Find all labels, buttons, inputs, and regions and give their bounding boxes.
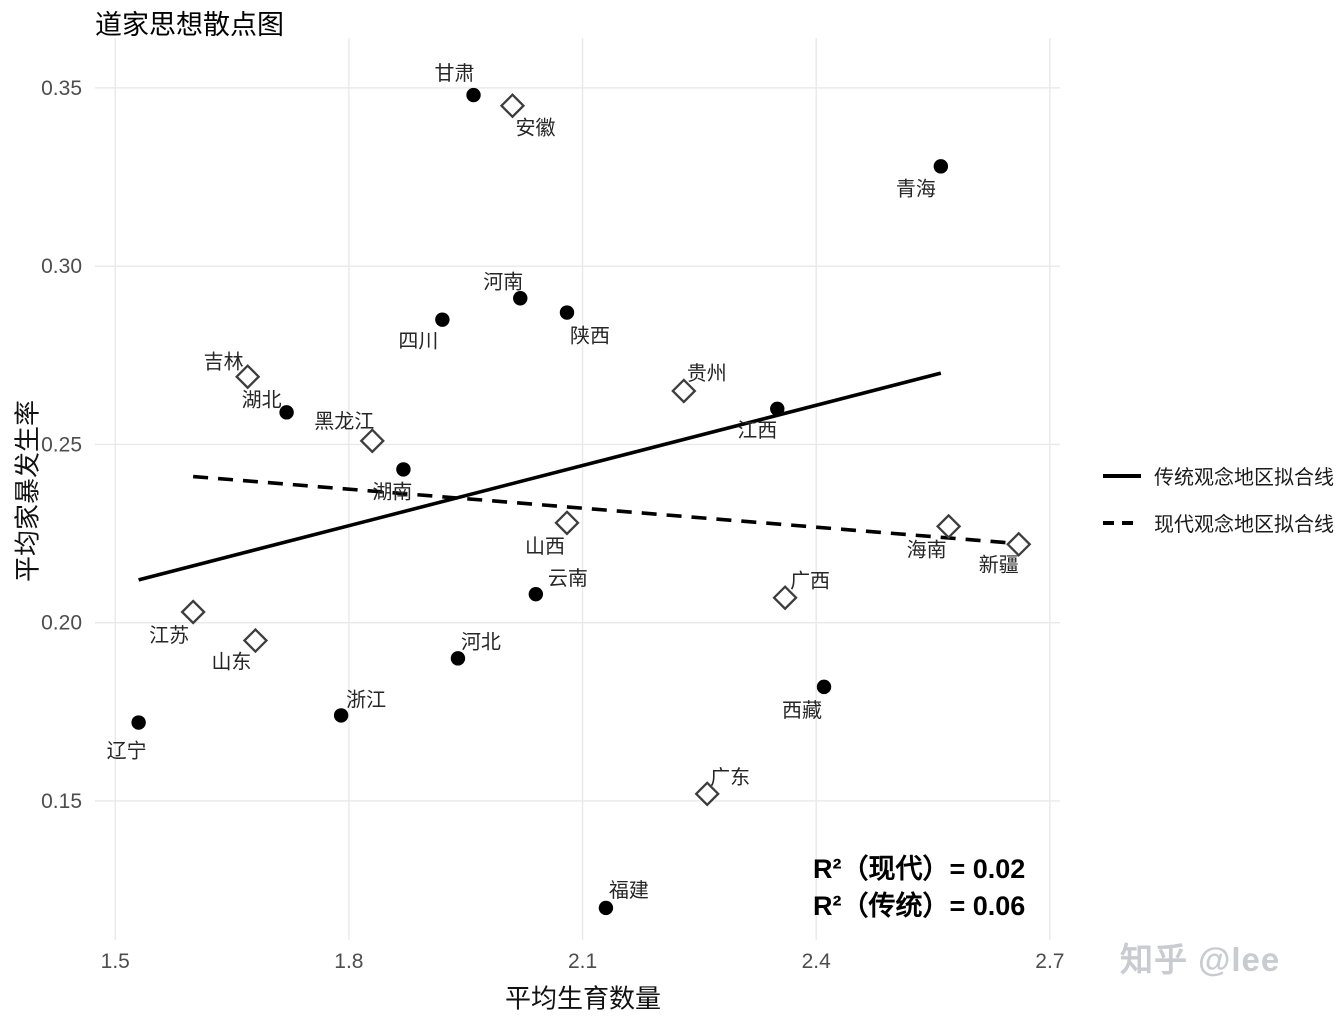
data-point-diamond <box>242 627 269 654</box>
y-tick-label: 0.25 <box>41 433 82 456</box>
point-label: 辽宁 <box>107 740 147 763</box>
point-label: 海南 <box>907 538 947 561</box>
page-title: 道家思想散点图 <box>95 10 284 40</box>
x-tick-label: 2.7 <box>1035 950 1064 973</box>
point-label: 黑龙江 <box>314 410 374 433</box>
point-label: 四川 <box>398 331 438 353</box>
data-point-diamond <box>554 510 580 536</box>
legend-item-modern: 现代观念地区拟合线 <box>1103 508 1334 537</box>
legend: 传统观念地区拟合线 现代观念地区拟合线 <box>1103 461 1334 555</box>
point-label: 吉林 <box>204 351 244 374</box>
point-label: 青海 <box>896 177 936 200</box>
legend-label-modern: 现代观念地区拟合线 <box>1154 514 1334 536</box>
data-point-circle <box>816 679 832 695</box>
data-point-diamond <box>772 585 798 611</box>
data-point-circle <box>450 651 466 666</box>
data-point-circle <box>513 291 528 306</box>
r2-modern-text: R²（现代）= 0.02 <box>813 854 1026 884</box>
point-label: 甘肃 <box>435 62 475 85</box>
y-tick-label: 0.15 <box>41 790 82 813</box>
point-label: 西藏 <box>782 699 822 722</box>
legend-label-traditional: 传统观念地区拟合线 <box>1154 467 1334 489</box>
point-label: 湖南 <box>372 480 412 503</box>
point-label: 安徽 <box>515 117 555 140</box>
x-tick-label: 1.8 <box>334 950 363 973</box>
point-label: 山东 <box>211 651 251 674</box>
y-tick-label: 0.35 <box>41 77 82 100</box>
point-label: 浙江 <box>346 688 386 711</box>
data-point-diamond <box>671 378 697 404</box>
data-point-circle <box>559 305 575 320</box>
x-axis-title: 平均生育数量 <box>504 984 662 1014</box>
point-label: 湖北 <box>242 388 282 411</box>
point-label: 广西 <box>790 570 830 593</box>
point-label: 江苏 <box>149 624 189 647</box>
data-point-circle <box>598 900 614 916</box>
data-point-circle <box>279 405 294 420</box>
x-tick-label: 2.4 <box>802 950 832 973</box>
r2-traditional-text: R²（传统）= 0.06 <box>813 891 1026 921</box>
data-point-circle <box>933 159 949 174</box>
y-axis-title: 平均家暴发生率 <box>13 399 43 583</box>
data-point-diamond <box>935 513 962 540</box>
point-label: 福建 <box>609 879 649 902</box>
solid-line-icon <box>1103 473 1141 478</box>
x-tick-label: 2.1 <box>568 950 597 973</box>
data-point-circle <box>770 401 785 416</box>
data-point-diamond <box>499 93 526 119</box>
data-point-circle <box>333 708 349 723</box>
legend-item-traditional: 传统观念地区拟合线 <box>1103 461 1334 490</box>
data-point-circle <box>131 715 146 730</box>
point-label: 江西 <box>737 419 777 442</box>
data-point-circle <box>435 312 450 327</box>
data-point-diamond <box>1006 531 1032 557</box>
point-label: 陕西 <box>570 325 610 348</box>
data-point-circle <box>528 586 544 602</box>
y-tick-label: 0.30 <box>41 255 82 278</box>
point-label: 云南 <box>548 567 588 590</box>
point-label: 河北 <box>461 630 501 653</box>
data-point-diamond <box>694 781 720 807</box>
data-point-circle <box>396 462 411 477</box>
data-point-diamond <box>180 599 206 625</box>
point-label: 山西 <box>525 535 565 558</box>
point-label: 河南 <box>483 270 523 293</box>
y-tick-label: 0.20 <box>41 612 82 635</box>
point-label: 广东 <box>710 766 750 789</box>
data-point-diamond <box>235 364 261 390</box>
point-label: 贵州 <box>687 362 727 385</box>
fit-line-solid <box>138 371 942 582</box>
data-point-diamond <box>359 428 385 454</box>
fit-line-dashed <box>192 474 1027 547</box>
dashed-line-icon <box>1103 520 1141 525</box>
data-point-circle <box>466 87 481 103</box>
point-label: 新疆 <box>979 553 1019 576</box>
r-squared-annotations: R²（现代）= 0.02 R²（传统）= 0.06 <box>813 851 1025 925</box>
watermark: 知乎 @lee <box>1120 941 1281 978</box>
x-tick-label: 1.5 <box>101 950 130 973</box>
